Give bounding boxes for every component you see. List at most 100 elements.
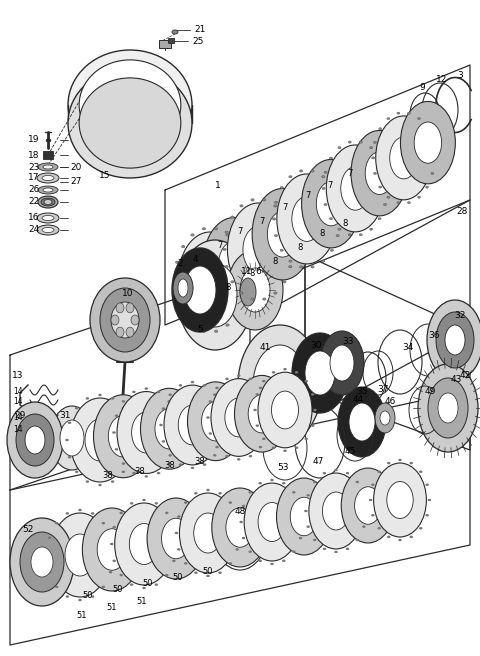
Text: 8: 8 <box>249 270 255 279</box>
Ellipse shape <box>258 482 262 485</box>
Ellipse shape <box>120 512 123 514</box>
Ellipse shape <box>109 537 112 539</box>
Ellipse shape <box>37 173 59 183</box>
Text: 51: 51 <box>107 604 117 613</box>
Ellipse shape <box>65 534 95 576</box>
Ellipse shape <box>355 487 382 524</box>
Text: 38: 38 <box>103 472 113 480</box>
Ellipse shape <box>379 128 382 130</box>
Ellipse shape <box>168 394 172 396</box>
Ellipse shape <box>377 470 381 473</box>
Ellipse shape <box>132 390 136 393</box>
Ellipse shape <box>38 163 58 171</box>
Ellipse shape <box>380 411 390 425</box>
Ellipse shape <box>385 188 388 190</box>
Ellipse shape <box>228 562 232 565</box>
Ellipse shape <box>162 407 165 410</box>
Ellipse shape <box>215 386 219 389</box>
Ellipse shape <box>184 562 187 565</box>
Ellipse shape <box>426 186 429 188</box>
Ellipse shape <box>155 583 158 586</box>
Ellipse shape <box>194 256 226 304</box>
Text: 4: 4 <box>192 255 198 264</box>
Ellipse shape <box>373 463 426 537</box>
Text: 8: 8 <box>272 256 278 266</box>
Ellipse shape <box>130 502 133 504</box>
Ellipse shape <box>102 522 105 524</box>
Ellipse shape <box>126 303 134 313</box>
Text: 23: 23 <box>28 163 40 171</box>
Ellipse shape <box>65 439 69 441</box>
Text: 14: 14 <box>13 388 23 396</box>
Ellipse shape <box>292 491 296 493</box>
Ellipse shape <box>172 30 178 34</box>
Ellipse shape <box>398 539 402 541</box>
Ellipse shape <box>68 456 71 459</box>
Ellipse shape <box>111 480 114 483</box>
Ellipse shape <box>263 298 266 300</box>
Text: 47: 47 <box>312 457 324 466</box>
Ellipse shape <box>356 539 359 541</box>
Ellipse shape <box>179 384 182 386</box>
Ellipse shape <box>37 225 59 235</box>
Ellipse shape <box>202 330 205 333</box>
Ellipse shape <box>85 480 89 483</box>
Ellipse shape <box>203 218 266 312</box>
Ellipse shape <box>213 454 216 457</box>
Ellipse shape <box>130 523 158 565</box>
Ellipse shape <box>242 537 245 539</box>
Text: 46: 46 <box>384 398 396 407</box>
Ellipse shape <box>431 173 434 174</box>
Text: 17: 17 <box>28 173 40 182</box>
Ellipse shape <box>41 198 55 206</box>
Ellipse shape <box>311 424 314 427</box>
Ellipse shape <box>168 400 171 403</box>
Ellipse shape <box>408 201 410 204</box>
Ellipse shape <box>438 393 458 423</box>
Text: 24: 24 <box>28 226 40 234</box>
Ellipse shape <box>165 512 168 514</box>
Ellipse shape <box>275 234 277 237</box>
Ellipse shape <box>38 196 58 208</box>
Ellipse shape <box>129 422 132 424</box>
Ellipse shape <box>390 137 418 179</box>
Ellipse shape <box>97 529 127 570</box>
Text: 7: 7 <box>327 180 333 190</box>
Text: 5: 5 <box>197 325 203 335</box>
Ellipse shape <box>174 415 178 417</box>
Ellipse shape <box>283 449 287 452</box>
Ellipse shape <box>265 400 269 403</box>
Ellipse shape <box>387 462 391 464</box>
Ellipse shape <box>184 501 187 504</box>
Ellipse shape <box>220 407 223 410</box>
Ellipse shape <box>122 462 125 465</box>
Ellipse shape <box>409 462 413 464</box>
Ellipse shape <box>418 117 420 119</box>
Ellipse shape <box>228 203 289 296</box>
Ellipse shape <box>191 234 194 236</box>
Text: 7: 7 <box>282 203 288 213</box>
Ellipse shape <box>299 504 302 507</box>
Ellipse shape <box>240 268 270 312</box>
Ellipse shape <box>258 502 286 541</box>
Ellipse shape <box>226 234 229 236</box>
Ellipse shape <box>68 50 192 160</box>
Ellipse shape <box>292 333 348 413</box>
Text: 14: 14 <box>13 398 23 407</box>
Ellipse shape <box>75 407 78 409</box>
Text: 14: 14 <box>13 413 23 422</box>
Ellipse shape <box>48 571 51 573</box>
Ellipse shape <box>445 325 465 355</box>
Ellipse shape <box>369 499 372 501</box>
Ellipse shape <box>68 68 192 178</box>
Ellipse shape <box>100 288 150 352</box>
Ellipse shape <box>311 393 314 396</box>
Ellipse shape <box>164 385 221 465</box>
Ellipse shape <box>25 426 45 454</box>
Text: 27: 27 <box>70 178 82 186</box>
Ellipse shape <box>147 498 205 579</box>
Ellipse shape <box>288 266 292 268</box>
Ellipse shape <box>255 424 259 427</box>
Ellipse shape <box>237 458 240 461</box>
Ellipse shape <box>42 176 54 180</box>
